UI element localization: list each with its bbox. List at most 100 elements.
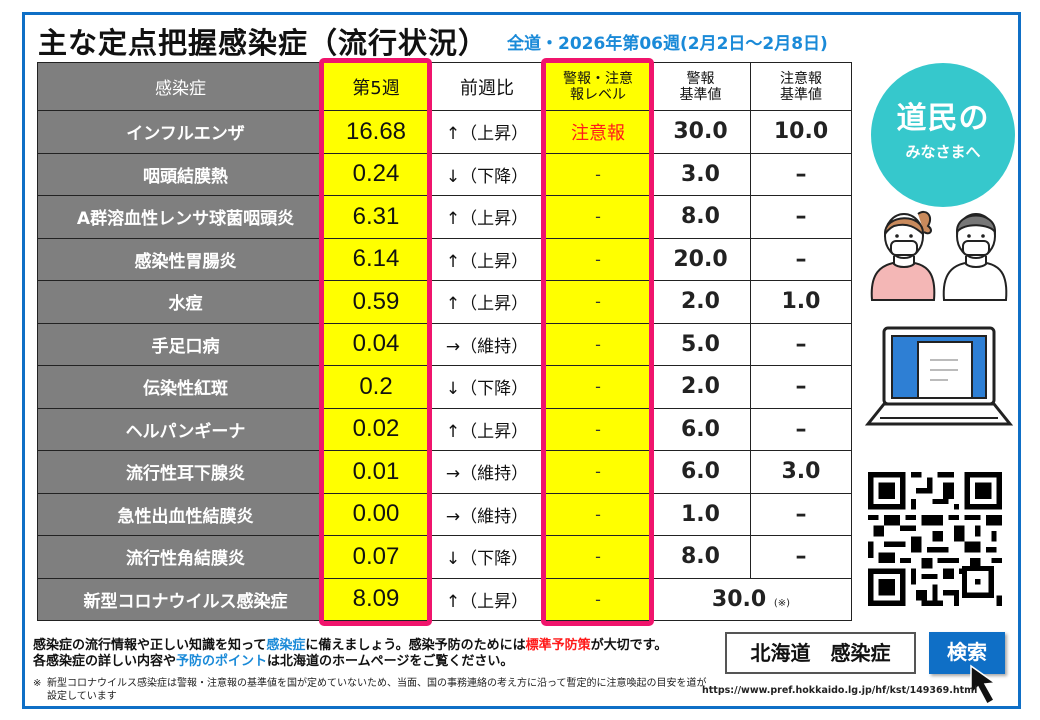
- badge-line2: みなさまへ: [905, 143, 981, 161]
- merged-threshold-value: 30.0: [711, 586, 767, 612]
- search-input[interactable]: 北海道 感染症: [725, 632, 916, 674]
- table-row: 流行性耳下腺炎 0.01 →（維持） - 6.0 3.0: [37, 450, 852, 494]
- footnote-line1: 新型コロナウイルス感染症は警報・注意報の基準値を国が定めていないため、当面、国の…: [47, 678, 707, 689]
- change-value: →（維持）: [428, 492, 546, 536]
- footnote-mark: (※): [773, 597, 791, 609]
- col-header-alarm-line1: 警報: [686, 70, 715, 87]
- change-value: ↑（上昇）: [428, 577, 546, 621]
- mouse-cursor-icon: [970, 664, 998, 706]
- badge-line1: 道民の: [896, 101, 990, 136]
- alarm-threshold: 30.0: [650, 110, 751, 154]
- alarm-threshold: 3.0: [650, 152, 751, 196]
- table-row: 流行性角結膜炎 0.07 ↓（下降） - 8.0 –: [37, 535, 852, 579]
- alarm-threshold: 2.0: [650, 280, 751, 324]
- col-header-caution-line1: 注意報: [780, 70, 822, 87]
- level-value: -: [545, 577, 651, 621]
- level-value: -: [545, 450, 651, 494]
- infection-status-table: 感染症 第5週 前週比 警報・注意 報レベル 警報 基準値 注意報 基準値 イン…: [37, 62, 852, 621]
- homepage-url[interactable]: https://www.pref.hokkaido.lg.jp/hf/kst/1…: [702, 685, 978, 696]
- caution-threshold: –: [750, 492, 852, 536]
- disease-name: A群溶血性レンサ球菌咽頭炎: [37, 195, 324, 239]
- col-header-week: 第5週: [323, 62, 429, 111]
- page-title: 主な定点把握感染症（流行状況）: [38, 26, 489, 60]
- week-value: 16.68: [323, 110, 429, 154]
- footer-text: に備えましょう。感染予防のためには: [305, 638, 526, 653]
- col-header-alarm: 警報 基準値: [650, 62, 751, 111]
- table-row: 急性出血性結膜炎 0.00 →（維持） - 1.0 –: [37, 492, 852, 536]
- week-value: 0.24: [323, 152, 429, 196]
- week-value: 0.02: [323, 407, 429, 451]
- footer-line1: 感染症の流行情報や正しい知識を知って感染症に備えましょう。感染予防のためには標準…: [33, 638, 667, 654]
- col-header-caution-line2: 基準値: [780, 86, 822, 103]
- footer-highlight-infection: 感染症: [266, 638, 306, 653]
- change-value: ↑（上昇）: [428, 280, 546, 324]
- caution-threshold: –: [750, 237, 852, 281]
- caution-threshold: –: [750, 365, 852, 409]
- change-value: ↑（上昇）: [428, 110, 546, 154]
- citizens-badge: 道民の みなさまへ: [871, 63, 1015, 207]
- caution-threshold: –: [750, 535, 852, 579]
- level-value: -: [545, 492, 651, 536]
- masked-people-illustration: [870, 210, 1008, 301]
- footnote: ※ 新型コロナウイルス感染症は警報・注意報の基準値を国が定めていないため、当面、国…: [33, 677, 707, 703]
- disease-name: 伝染性紅斑: [37, 365, 324, 409]
- qr-code-icon[interactable]: [868, 472, 1002, 606]
- table-row: 新型コロナウイルス感染症 8.09 ↑（上昇） - 30.0 (※): [37, 577, 852, 621]
- alarm-threshold: 2.0: [650, 365, 751, 409]
- footnote-line2: 設定しています: [47, 691, 117, 702]
- table-row: 感染性胃腸炎 6.14 ↑（上昇） - 20.0 –: [37, 237, 852, 281]
- caution-threshold: –: [750, 152, 852, 196]
- caution-threshold: 1.0: [750, 280, 852, 324]
- footnote-mark: ※: [33, 678, 42, 689]
- caution-threshold: –: [750, 195, 852, 239]
- col-header-level-line1: 警報・注意: [563, 70, 633, 87]
- level-value: -: [545, 280, 651, 324]
- change-value: ↓（下降）: [428, 152, 546, 196]
- disease-name: 感染性胃腸炎: [37, 237, 324, 281]
- alarm-threshold: 8.0: [650, 195, 751, 239]
- level-value: -: [545, 407, 651, 451]
- col-header-level-line2: 報レベル: [570, 86, 626, 103]
- footer-text: は北海道のホームページをご覧ください。: [267, 654, 514, 669]
- week-value: 8.09: [323, 577, 429, 621]
- change-value: ↓（下降）: [428, 365, 546, 409]
- week-value: 6.31: [323, 195, 429, 239]
- footer-highlight-prevention-points: 予防のポイント: [176, 654, 268, 669]
- footer-line2: 各感染症の詳しい内容や予防のポイントは北海道のホームページをご覧ください。: [33, 654, 667, 670]
- alarm-threshold: 20.0: [650, 237, 751, 281]
- table-row: A群溶血性レンサ球菌咽頭炎 6.31 ↑（上昇） - 8.0 –: [37, 195, 852, 239]
- table-row: 水痘 0.59 ↑（上昇） - 2.0 1.0: [37, 280, 852, 324]
- search-button[interactable]: 検索: [929, 632, 1005, 674]
- col-header-change: 前週比: [428, 62, 546, 111]
- period-subtitle: 全道・2026年第06週(2月2日～2月8日): [507, 34, 828, 54]
- laptop-illustration: [864, 326, 1014, 426]
- alarm-threshold: 1.0: [650, 492, 751, 536]
- week-value: 6.14: [323, 237, 429, 281]
- level-value: -: [545, 237, 651, 281]
- disease-name: 流行性耳下腺炎: [37, 450, 324, 494]
- week-value: 0.07: [323, 535, 429, 579]
- alarm-threshold: 6.0: [650, 450, 751, 494]
- footer-message: 感染症の流行情報や正しい知識を知って感染症に備えましょう。感染予防のためには標準…: [33, 638, 667, 670]
- week-value: 0.00: [323, 492, 429, 536]
- alarm-threshold: 6.0: [650, 407, 751, 451]
- change-value: ↓（下降）: [428, 535, 546, 579]
- disease-name: インフルエンザ: [37, 110, 324, 154]
- alarm-threshold: 5.0: [650, 322, 751, 366]
- table-header-row: 感染症 第5週 前週比 警報・注意 報レベル 警報 基準値 注意報 基準値: [37, 62, 852, 111]
- footer-text: が大切です。: [590, 638, 668, 653]
- col-header-alarm-line2: 基準値: [679, 86, 722, 103]
- disease-name: 手足口病: [37, 322, 324, 366]
- disease-name: ヘルパンギーナ: [37, 407, 324, 451]
- disease-name: 新型コロナウイルス感染症: [37, 577, 324, 621]
- level-value: -: [545, 365, 651, 409]
- week-value: 0.04: [323, 322, 429, 366]
- caution-threshold: 3.0: [750, 450, 852, 494]
- footer-text: 感染症の流行情報や正しい知識を知って: [33, 638, 267, 653]
- week-value: 0.59: [323, 280, 429, 324]
- disease-name: 流行性角結膜炎: [37, 535, 324, 579]
- table-row: 手足口病 0.04 →（維持） - 5.0 –: [37, 322, 852, 366]
- level-value: 注意報: [545, 110, 651, 154]
- disease-name: 急性出血性結膜炎: [37, 492, 324, 536]
- level-value: -: [545, 152, 651, 196]
